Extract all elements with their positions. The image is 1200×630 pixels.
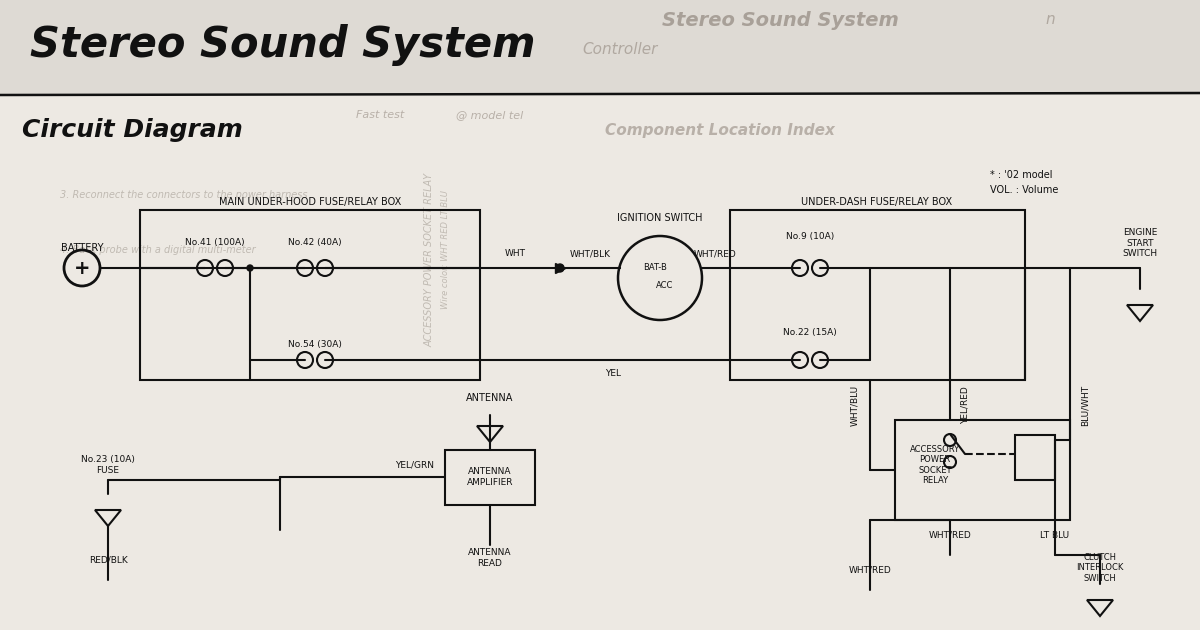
Text: WHT: WHT [504, 249, 526, 258]
Bar [0, 0, 1200, 95]
Text: RED/BLK: RED/BLK [89, 556, 127, 564]
Text: * : '02 model: * : '02 model [990, 170, 1052, 180]
Text: 3. Reconnect the connectors to the power harness: 3. Reconnect the connectors to the power… [60, 190, 307, 200]
Text: IGNITION SWITCH: IGNITION SWITCH [617, 213, 703, 223]
Text: 4. Back probe with a digital multi-meter: 4. Back probe with a digital multi-meter [60, 245, 256, 255]
Text: +: + [73, 258, 90, 277]
Text: WHT/RED: WHT/RED [694, 249, 737, 258]
Text: WHT/RED: WHT/RED [848, 566, 892, 575]
Text: WHT/BLK: WHT/BLK [570, 249, 611, 258]
Text: ENGINE
START
SWITCH: ENGINE START SWITCH [1122, 228, 1158, 258]
Text: Circuit Diagram: Circuit Diagram [22, 118, 242, 142]
Text: BLU/WHT: BLU/WHT [1080, 384, 1090, 425]
Circle shape [556, 264, 564, 272]
Text: YEL/GRN: YEL/GRN [396, 461, 434, 469]
Text: CLUTCH
INTERLOCK
SWITCH: CLUTCH INTERLOCK SWITCH [1076, 553, 1123, 583]
Text: Component Location Index: Component Location Index [605, 122, 835, 137]
Text: No.41 (100A): No.41 (100A) [185, 238, 245, 246]
Text: No.54 (30A): No.54 (30A) [288, 340, 342, 348]
Text: BATTERY: BATTERY [61, 243, 103, 253]
Text: No.9 (10A): No.9 (10A) [786, 232, 834, 241]
Bar [0, 95, 1200, 630]
Text: MAIN UNDER-HOOD FUSE/RELAY BOX: MAIN UNDER-HOOD FUSE/RELAY BOX [218, 197, 401, 207]
Text: Stereo Sound System: Stereo Sound System [30, 24, 535, 66]
Text: ACC: ACC [656, 280, 673, 290]
Text: ANTENNA
READ: ANTENNA READ [468, 548, 511, 568]
Text: VOL. : Volume: VOL. : Volume [990, 185, 1058, 195]
Text: BAT-B: BAT-B [643, 263, 667, 272]
Text: Wire color: WHT RED LT BLU: Wire color: WHT RED LT BLU [440, 190, 450, 309]
Text: Fast test: Fast test [356, 110, 404, 120]
Text: UNDER-DASH FUSE/RELAY BOX: UNDER-DASH FUSE/RELAY BOX [802, 197, 953, 207]
Text: YEL/RED: YEL/RED [960, 386, 970, 424]
Text: Stereo Sound System: Stereo Sound System [661, 11, 899, 30]
Bar [445, 450, 535, 505]
Text: WHT/BLU: WHT/BLU [851, 384, 859, 425]
Text: @ model tel: @ model tel [456, 110, 523, 120]
Text: LT BLU: LT BLU [1040, 530, 1069, 539]
Text: No.22 (15A): No.22 (15A) [784, 328, 836, 338]
Bar [895, 420, 1070, 520]
Bar [140, 210, 480, 380]
Bar [1015, 435, 1055, 480]
Text: WHT/RED: WHT/RED [929, 530, 971, 539]
Bar [730, 210, 1025, 380]
Text: n: n [1045, 13, 1055, 28]
Circle shape [247, 265, 253, 271]
Text: ANTENNA
AMPLIFIER: ANTENNA AMPLIFIER [467, 467, 514, 487]
Text: ACCESSORY
POWER
SOCKET
RELAY: ACCESSORY POWER SOCKET RELAY [910, 445, 960, 485]
Text: ACCESSORY POWER SOCKET RELAY: ACCESSORY POWER SOCKET RELAY [425, 173, 436, 347]
Text: YEL: YEL [605, 370, 622, 379]
Text: No.42 (40A): No.42 (40A) [288, 238, 342, 246]
Text: ANTENNA: ANTENNA [467, 393, 514, 403]
Text: No.23 (10A)
FUSE: No.23 (10A) FUSE [82, 455, 134, 474]
Text: Controller: Controller [582, 42, 658, 57]
